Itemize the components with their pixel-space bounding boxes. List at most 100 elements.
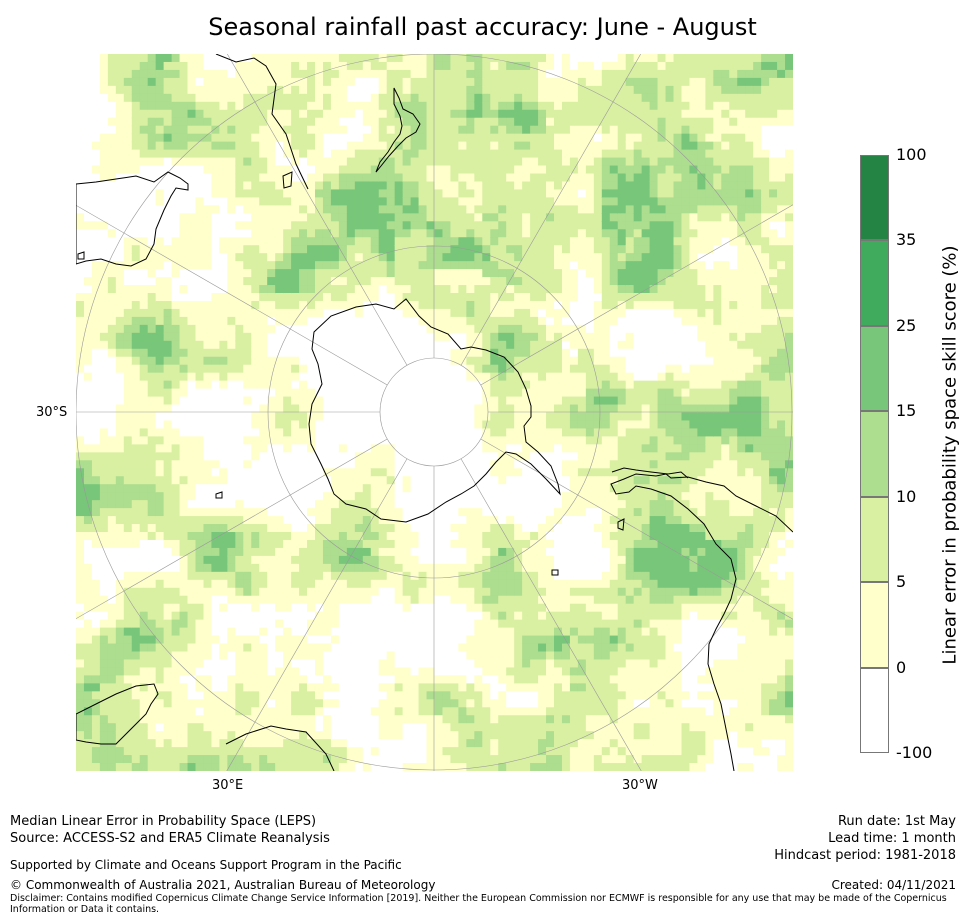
- skill-cell: [139, 293, 149, 302]
- skill-cell: [99, 253, 109, 262]
- skill-cell: [370, 571, 380, 581]
- skill-cell: [506, 165, 515, 175]
- skill-cell: [338, 524, 348, 533]
- skill-cell: [346, 85, 356, 95]
- skill-cell: [378, 715, 388, 724]
- skill-cell: [283, 181, 292, 191]
- skill-cell: [506, 579, 515, 589]
- skill-cell: [354, 468, 364, 477]
- skill-cell: [139, 763, 149, 771]
- skill-cell: [259, 277, 268, 286]
- skill-cell: [434, 763, 444, 771]
- skill-cell: [346, 619, 356, 629]
- skill-cell: [506, 500, 515, 509]
- skill-cell: [490, 77, 499, 87]
- skill-cell: [474, 245, 483, 254]
- skill-cell: [322, 165, 332, 175]
- skill-cell: [466, 603, 475, 613]
- skill-cell: [354, 396, 364, 406]
- skill-cell: [378, 659, 388, 669]
- skill-cell: [498, 157, 507, 167]
- skill-cell: [99, 237, 109, 246]
- skill-cell: [506, 516, 515, 525]
- skill-cell: [346, 691, 356, 700]
- skill-cell: [354, 579, 364, 589]
- skill-cell: [442, 253, 452, 262]
- skill-cell: [442, 643, 452, 653]
- skill-cell: [378, 452, 388, 461]
- skill-cell: [458, 404, 467, 414]
- skill-cell: [370, 388, 380, 398]
- skill-cell: [386, 739, 396, 748]
- skill-cell: [203, 293, 213, 302]
- skill-cell: [410, 285, 420, 294]
- skill-cell: [394, 643, 404, 653]
- skill-cell: [442, 755, 452, 764]
- skill-cell: [187, 293, 197, 302]
- skill-cell: [243, 675, 252, 684]
- skill-cell: [490, 205, 499, 214]
- skill-cell: [291, 372, 300, 382]
- skill-cell: [466, 173, 475, 183]
- skill-cell: [195, 484, 205, 493]
- skill-cell: [83, 348, 93, 358]
- skill-cell: [243, 189, 252, 198]
- skill-cell: [498, 476, 507, 485]
- skill-cell: [203, 715, 213, 724]
- skill-cell: [259, 539, 268, 549]
- skill-cell: [386, 619, 396, 629]
- skill-cell: [378, 747, 388, 756]
- skill-cell: [227, 125, 236, 135]
- skill-cell: [386, 245, 396, 254]
- skill-cell: [187, 763, 197, 771]
- skill-cell: [490, 731, 499, 740]
- skill-cell: [434, 269, 444, 278]
- skill-cell: [187, 101, 197, 111]
- skill-cell: [299, 619, 308, 629]
- skill-cell: [115, 69, 125, 79]
- skill-cell: [315, 356, 324, 366]
- skill-cell: [99, 532, 109, 541]
- skill-cell: [426, 332, 436, 342]
- skill-cell: [76, 93, 85, 103]
- skill-cell: [283, 691, 292, 700]
- skill-cell: [267, 85, 276, 95]
- skill-cell: [330, 484, 340, 493]
- skill-cell: [434, 516, 444, 525]
- skill-cell: [131, 476, 141, 485]
- skill-cell: [251, 444, 260, 453]
- skill-cell: [131, 739, 141, 748]
- skill-cell: [346, 460, 356, 469]
- skill-cell: [442, 141, 452, 151]
- skill-cell: [291, 380, 300, 390]
- skill-cell: [91, 691, 101, 700]
- skill-cell: [163, 404, 173, 414]
- skill-cell: [219, 308, 228, 318]
- skill-cell: [307, 69, 316, 79]
- skill-cell: [450, 404, 459, 414]
- skill-cell: [91, 755, 101, 764]
- skill-cell: [131, 277, 141, 286]
- skill-cell: [482, 516, 491, 525]
- skill-cell: [434, 237, 444, 246]
- skill-cell: [283, 117, 292, 127]
- skill-cell: [123, 635, 133, 645]
- skill-cell: [163, 611, 173, 621]
- skill-cell: [482, 197, 491, 206]
- skill-cell: [243, 348, 252, 358]
- skill-cell: [163, 332, 173, 342]
- skill-cell: [235, 205, 244, 214]
- skill-cell: [378, 54, 388, 63]
- skill-cell: [115, 587, 125, 597]
- skill-cell: [195, 197, 205, 206]
- skill-cell: [275, 125, 284, 135]
- skill-cell: [107, 372, 117, 382]
- skill-cell: [482, 340, 491, 350]
- skill-cell: [450, 484, 459, 493]
- skill-cell: [514, 189, 523, 198]
- skill-cell: [235, 619, 244, 629]
- skill-cell: [123, 468, 133, 477]
- skill-cell: [76, 109, 85, 119]
- skill-cell: [307, 579, 316, 589]
- skill-cell: [76, 364, 85, 374]
